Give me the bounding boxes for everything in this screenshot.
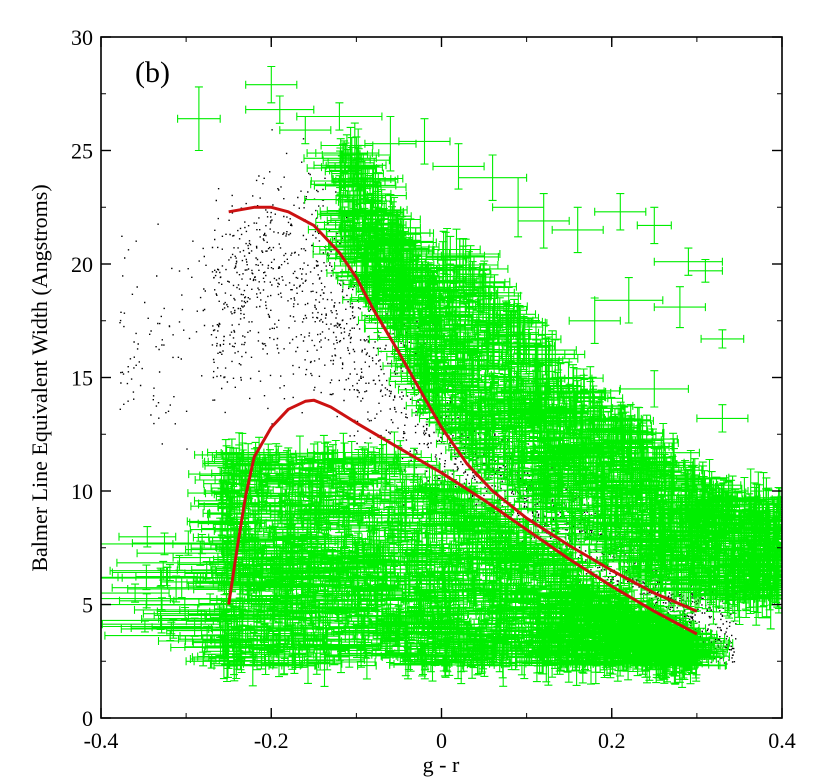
green-error-bars: [101, 65, 782, 688]
black-points: [119, 129, 737, 665]
x-tick-label: 0: [436, 728, 447, 753]
black-point-cloud: [119, 129, 737, 665]
axis-ticks: -0.4 -0.2 0 0.2 0.4 0 5 10 15 20 25 30: [71, 25, 796, 753]
y-tick-label: 5: [82, 593, 93, 618]
red-curves: [227, 205, 698, 636]
panel-label: (b): [135, 56, 170, 89]
y-tick-label: 10: [71, 479, 93, 504]
x-axis-title: g - r: [423, 752, 460, 777]
x-tick-label: 0.4: [768, 728, 796, 753]
lower-red-curve: [227, 398, 698, 636]
y-tick-label: 30: [71, 25, 93, 50]
x-tick-label: 0.2: [598, 728, 626, 753]
y-tick-label: 25: [71, 139, 93, 164]
y-axis-title: Balmer Line Equivalent Width (Angstroms): [27, 184, 52, 571]
upper-red-curve: [228, 205, 698, 613]
y-tick-label: 15: [71, 366, 93, 391]
y-tick-label: 0: [82, 706, 93, 731]
y-tick-label: 20: [71, 252, 93, 277]
x-tick-label: -0.4: [84, 728, 119, 753]
x-tick-label: -0.2: [254, 728, 289, 753]
green-error-bar-set: [101, 65, 782, 688]
